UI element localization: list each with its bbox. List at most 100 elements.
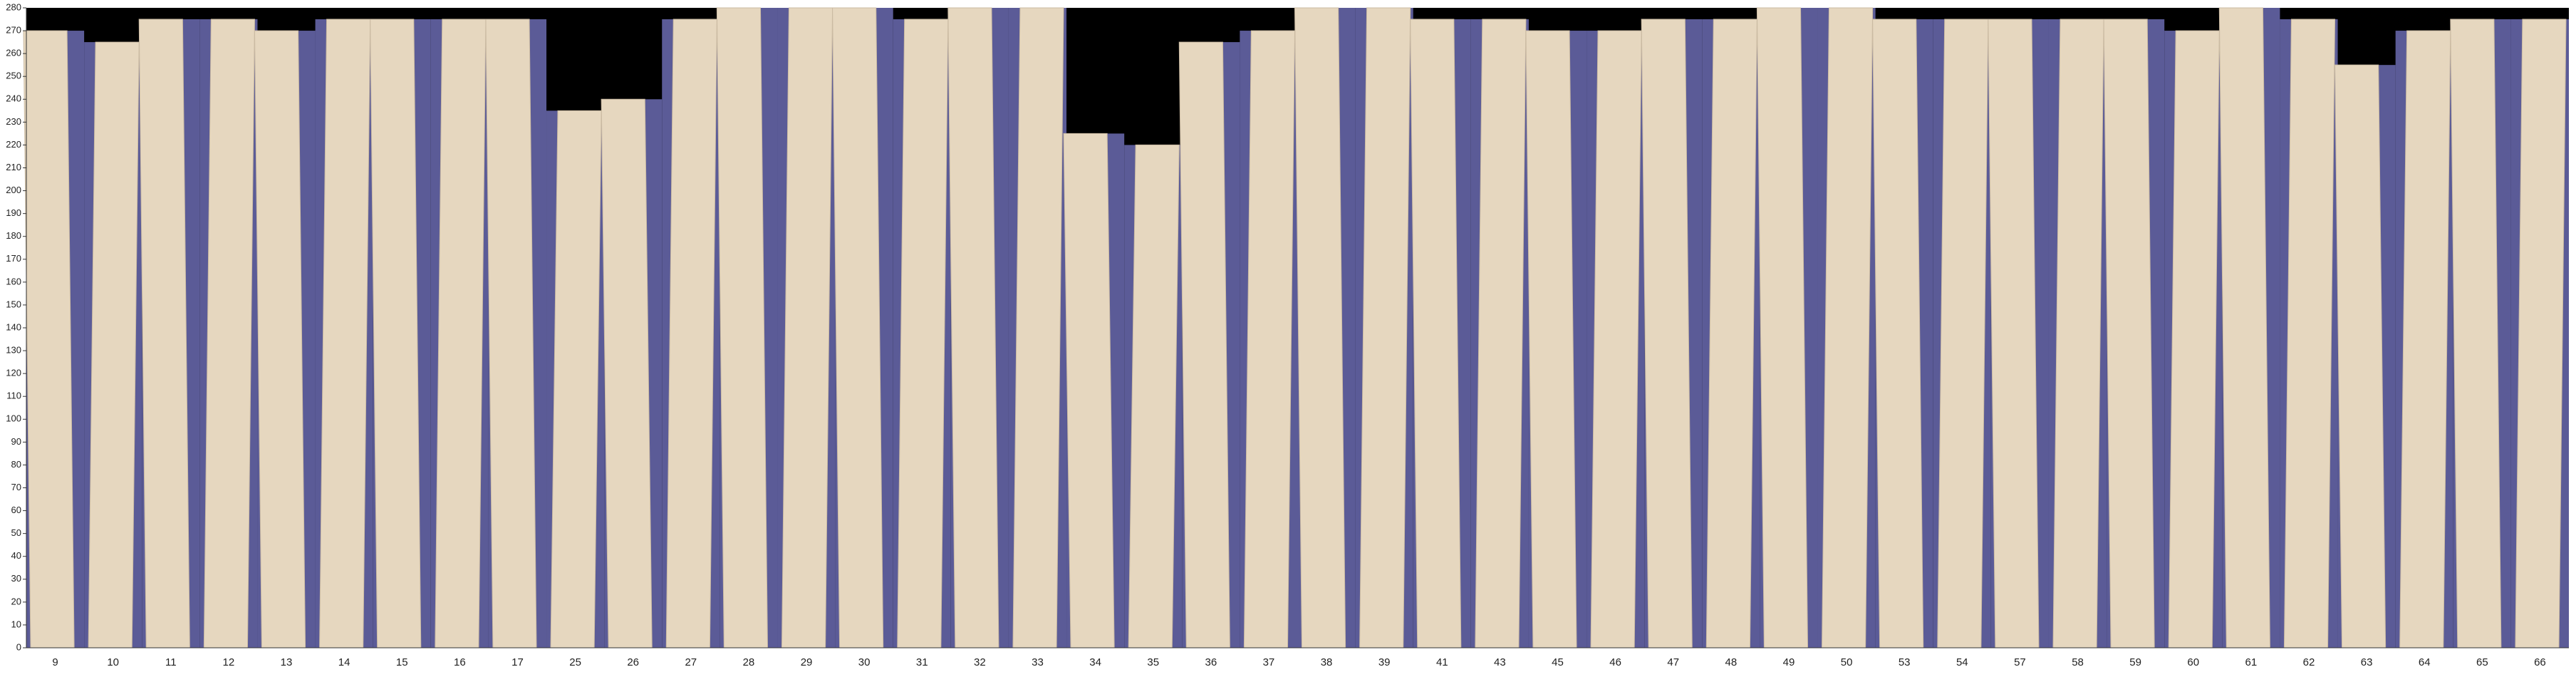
veneer-sheet [1128, 144, 1180, 648]
veneer-sheet [2399, 30, 2451, 648]
x-tick-label: 46 [1609, 656, 1621, 668]
veneer-sheet [23, 30, 75, 648]
x-tick-label: 47 [1667, 656, 1679, 668]
y-tick-label: 120 [6, 368, 21, 378]
veneer-sheet [1822, 7, 1874, 648]
veneer-sheet [2515, 19, 2567, 648]
x-tick-label: 39 [1378, 656, 1391, 668]
x-tick-label: 45 [1552, 656, 1564, 668]
x-tick-label: 53 [1899, 656, 1911, 668]
veneer-sheet [550, 110, 602, 648]
veneer-sheet [1988, 19, 2040, 648]
y-tick-label: 90 [11, 436, 21, 447]
veneer-sheet [1590, 30, 1642, 648]
y-tick-label: 160 [6, 276, 21, 286]
y-tick-label: 220 [6, 139, 21, 150]
veneer-sheet [1525, 30, 1577, 648]
y-tick-label: 280 [6, 1, 21, 12]
y-tick-label: 250 [6, 71, 21, 81]
x-tick-label: 28 [743, 656, 755, 668]
x-tick-label: 38 [1321, 656, 1333, 668]
x-tick-label: 41 [1436, 656, 1448, 668]
y-tick-label: 0 [16, 641, 21, 652]
veneer-sheet [1641, 19, 1693, 648]
y-tick-label: 170 [6, 253, 21, 264]
veneer-sheet [832, 7, 884, 648]
x-tick-label: 43 [1494, 656, 1506, 668]
x-tick-label: 62 [2303, 656, 2315, 668]
x-tick-label: 32 [974, 656, 986, 668]
x-tick-label: 29 [801, 656, 813, 668]
y-tick-label: 110 [6, 391, 21, 401]
x-tick-label: 34 [1089, 656, 1101, 668]
y-tick-label: 130 [6, 345, 21, 356]
y-tick-label: 230 [6, 116, 21, 127]
y-tick-label: 40 [11, 550, 21, 561]
y-tick-label: 260 [6, 48, 21, 58]
x-tick-label: 17 [511, 656, 524, 668]
x-tick-label: 9 [52, 656, 58, 668]
veneer-sheet [601, 98, 653, 648]
y-tick-label: 80 [11, 459, 21, 470]
x-tick-label: 57 [2014, 656, 2026, 668]
veneer-sheet [88, 41, 140, 648]
x-tick-label: 65 [2476, 656, 2488, 668]
veneer-sheet [1475, 19, 1527, 648]
y-tick-label: 10 [11, 619, 21, 629]
x-tick-label: 63 [2361, 656, 2373, 668]
x-tick-label: 58 [2072, 656, 2084, 668]
y-tick-label: 100 [6, 413, 21, 424]
y-tick-label: 270 [6, 25, 21, 36]
veneer-sheet [947, 7, 999, 648]
x-tick-label: 13 [281, 656, 293, 668]
veneer-sheet [665, 19, 717, 648]
x-tick-label: 35 [1147, 656, 1159, 668]
x-tick-label: 61 [2245, 656, 2258, 668]
y-tick-label: 30 [11, 573, 21, 584]
x-tick-label: 14 [338, 656, 350, 668]
y-tick-label: 140 [6, 321, 21, 332]
x-tick-label: 54 [1956, 656, 1968, 668]
y-tick-label: 200 [6, 185, 21, 195]
x-tick-label: 50 [1841, 656, 1853, 668]
veneer-sheet [370, 19, 422, 648]
y-tick-label: 20 [11, 596, 21, 606]
y-tick-label: 60 [11, 505, 21, 515]
x-tick-label: 59 [2129, 656, 2141, 668]
y-tick-label: 210 [6, 162, 21, 172]
x-tick-label: 60 [2187, 656, 2199, 668]
veneer-sheet [485, 19, 537, 648]
veneer-sheet [2283, 19, 2336, 648]
x-tick-label: 66 [2534, 656, 2546, 668]
veneer-sheet [138, 19, 190, 648]
veneer-sheet [2450, 19, 2502, 648]
veneer-sheet [2168, 30, 2220, 648]
x-tick-label: 15 [396, 656, 408, 668]
veneer-sheet [1410, 19, 1462, 648]
x-tick-label: 36 [1205, 656, 1217, 668]
veneer-sheet [2334, 64, 2387, 648]
x-tick-label: 48 [1725, 656, 1738, 668]
veneer-sheet [319, 19, 371, 648]
veneer-sheet [2218, 7, 2270, 648]
veneer-sheet [781, 7, 833, 648]
x-tick-label: 37 [1263, 656, 1275, 668]
y-tick-label: 50 [11, 527, 21, 538]
veneer-sheet [1294, 7, 1346, 648]
x-tick-label: 26 [627, 656, 639, 668]
x-tick-label: 12 [223, 656, 235, 668]
x-tick-label: 49 [1783, 656, 1795, 668]
veneer-sheet [1756, 7, 1809, 648]
y-tick-label: 190 [6, 207, 21, 218]
veneer-sheet [1872, 19, 1924, 648]
veneer-sheet [1012, 7, 1064, 648]
veneer-sheet [1705, 19, 1757, 648]
x-tick-label: 10 [107, 656, 119, 668]
veneer-sheet [1359, 7, 1411, 648]
x-tick-label: 27 [685, 656, 697, 668]
x-tick-label: 25 [569, 656, 581, 668]
x-tick-label: 31 [916, 656, 928, 668]
x-tick-label: 33 [1032, 656, 1044, 668]
